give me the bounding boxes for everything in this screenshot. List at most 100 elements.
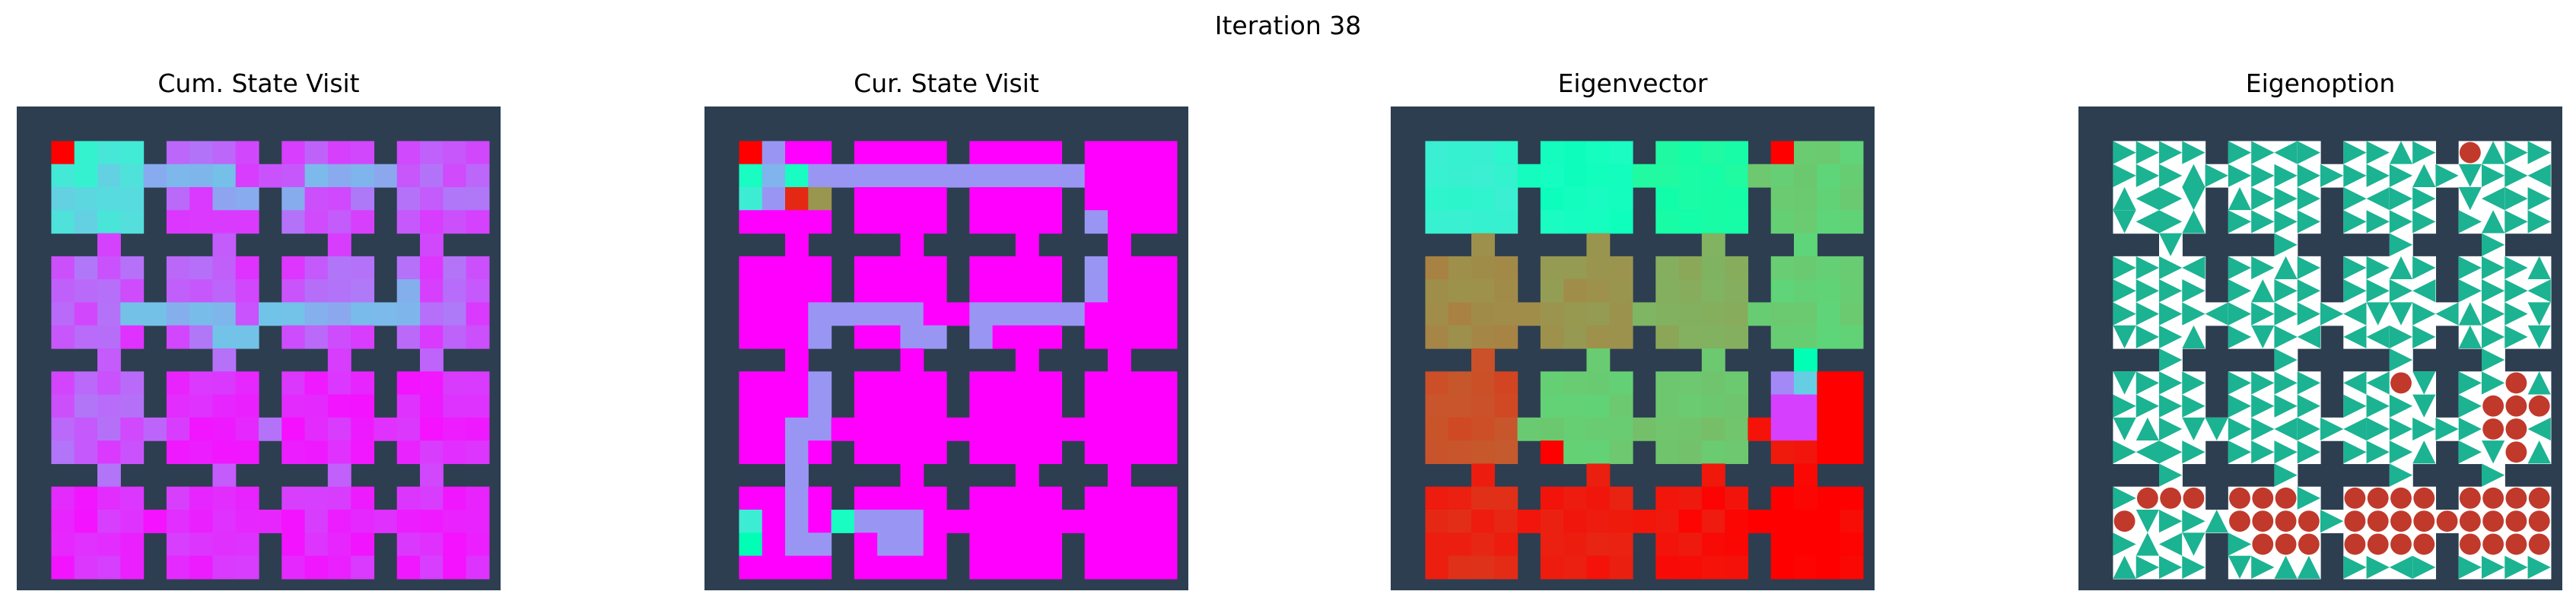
eig-cell (1725, 187, 1749, 211)
cum-cell (327, 532, 351, 557)
policy-arrow (2527, 186, 2551, 211)
policy-arrow (2158, 463, 2183, 487)
cur-cell (1131, 325, 1155, 349)
policy-arrow (2182, 141, 2206, 164)
eig-cell (1494, 141, 1519, 165)
eig-cell (1817, 279, 1841, 304)
cur-cell (1108, 141, 1131, 165)
policy-arrow (2481, 555, 2505, 579)
policy-arrow (2158, 394, 2183, 418)
policy-arrow (2389, 555, 2413, 579)
policy-arrow (2527, 164, 2551, 188)
cum-cell (327, 440, 351, 465)
cum-cell (51, 440, 75, 465)
eig-cell (1609, 486, 1633, 510)
cum-cell (51, 164, 75, 188)
eig-cell (1609, 187, 1633, 211)
eig-cell (1794, 394, 1818, 418)
eig-cell (1794, 256, 1818, 280)
cur-cell (1061, 510, 1086, 533)
cum-cell (51, 555, 75, 580)
eig-cell (1817, 256, 1841, 280)
cum-cell (120, 141, 145, 165)
cur-cell (1015, 417, 1039, 441)
eig-cell (1586, 233, 1611, 257)
eig-cell (1678, 302, 1703, 326)
terminal-marker (2413, 510, 2435, 532)
eig-cell (1586, 394, 1611, 418)
policy-arrow (2274, 325, 2298, 349)
cur-cell (1108, 394, 1131, 418)
cum-cell (74, 187, 98, 211)
terminal-marker (2252, 510, 2274, 532)
cur-cell (1084, 141, 1108, 165)
eig-cell (1655, 210, 1680, 234)
policy-arrow (2343, 302, 2367, 326)
cur-cell (1038, 555, 1063, 580)
cur-cell (1131, 256, 1155, 280)
cum-cell (351, 555, 375, 580)
cur-cell (1015, 210, 1039, 234)
cur-cell (1153, 302, 1178, 326)
cur-cell (1131, 510, 1155, 533)
cum-cell (235, 555, 259, 580)
terminal-marker (2275, 510, 2297, 532)
eig-cell (1633, 302, 1656, 326)
policy-arrow (2274, 555, 2298, 579)
cum-cell (189, 256, 214, 280)
cum-cell (396, 210, 421, 234)
eig-cell (1701, 555, 1725, 580)
eig-cell (1609, 210, 1633, 234)
eig-cell (1817, 440, 1841, 465)
policy-arrow (2481, 440, 2505, 464)
cum-cell (97, 394, 121, 418)
eig-cell (1425, 555, 1449, 580)
eig-cell (1794, 233, 1818, 257)
eig-cell (1609, 164, 1633, 188)
cum-cell (189, 371, 214, 396)
policy-arrow (2205, 164, 2228, 188)
cur-cell (1015, 555, 1039, 580)
policy-arrow (2366, 279, 2390, 303)
eig-cell (1840, 187, 1864, 211)
terminal-marker (2344, 510, 2366, 532)
eig-cell (1448, 394, 1472, 418)
eig-cell (1817, 325, 1841, 349)
eig-cell (1586, 210, 1611, 234)
cur-cell (992, 164, 1016, 188)
cur-cell (877, 371, 902, 396)
cum-cell (97, 463, 121, 488)
policy-arrow (2228, 371, 2252, 395)
cur-cell (969, 187, 994, 211)
policy-arrow (2481, 371, 2505, 395)
cum-cell (466, 417, 490, 441)
cur-cell (762, 302, 786, 326)
eig-cell (1586, 532, 1611, 557)
terminal-marker (2528, 510, 2550, 532)
policy-arrow (2481, 186, 2505, 211)
eig-cell (1471, 532, 1495, 557)
eig-cell (1817, 187, 1841, 211)
eig-cell (1701, 417, 1725, 441)
eig-cell (1840, 210, 1864, 234)
eig-cell (1471, 302, 1495, 326)
eig-cell (1817, 164, 1841, 188)
cum-cell (304, 486, 329, 510)
eig-cell (1494, 532, 1519, 557)
cum-cell (420, 210, 444, 234)
cur-cell (992, 210, 1016, 234)
eig-cell (1794, 279, 1818, 304)
eig-cell (1633, 417, 1656, 441)
terminal-marker (2298, 510, 2320, 532)
eig-cell (1725, 486, 1749, 510)
cum-cell (351, 302, 375, 326)
terminal-marker (2344, 487, 2366, 509)
policy-arrow (2458, 256, 2482, 280)
policy-arrow (2527, 210, 2551, 234)
policy-arrow (2182, 302, 2206, 326)
cum-cell (304, 302, 329, 326)
eig-cell (1794, 348, 1818, 372)
eig-cell (1494, 256, 1519, 280)
cur-cell (1084, 510, 1108, 533)
policy-arrow (2251, 302, 2275, 326)
